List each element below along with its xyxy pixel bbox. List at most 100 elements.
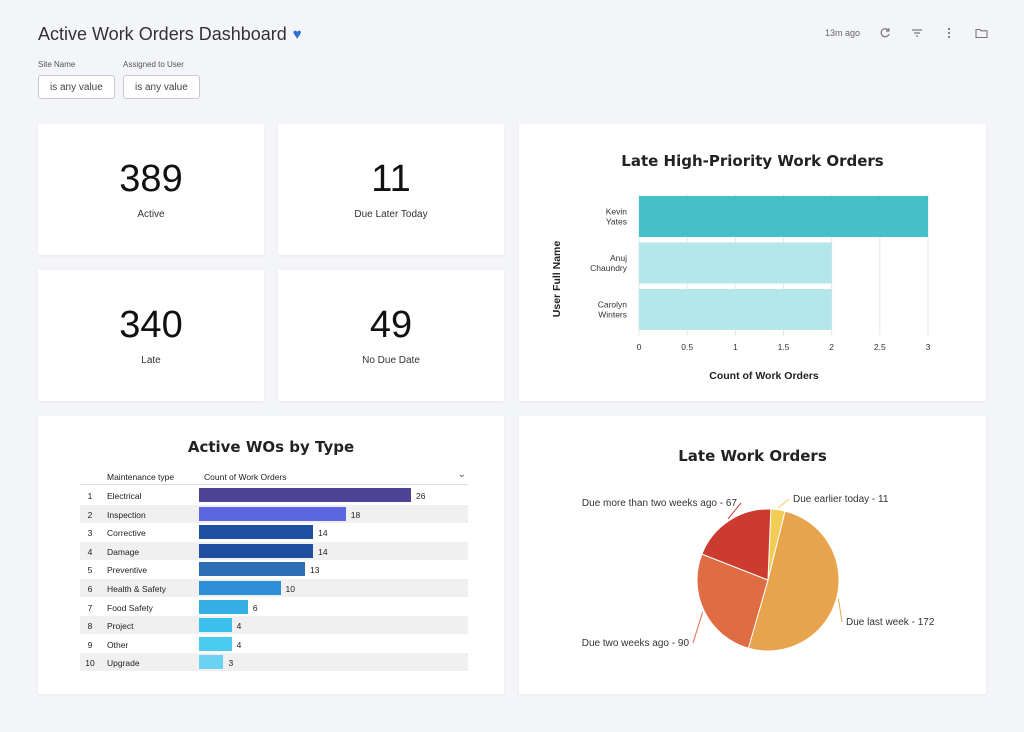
row-rank: 8 xyxy=(87,621,93,632)
kpi-card-active[interactable]: 389 Active xyxy=(38,124,264,255)
bar[interactable] xyxy=(639,242,832,284)
pie-label: Due two weeks ago - 90 xyxy=(582,638,690,649)
row-value: 10 xyxy=(285,584,295,594)
pie-leader-line xyxy=(777,498,790,509)
late-high-priority-card: Late High-Priority Work Orders Kevin Yate… xyxy=(519,124,986,401)
pie-slice[interactable] xyxy=(701,508,772,581)
row-value: 14 xyxy=(318,528,328,539)
kpi-card-no-due-date[interactable]: 49 No Due Date xyxy=(278,270,504,401)
bar[interactable] xyxy=(639,289,832,330)
table-row[interactable]: 3 Corrective 14 xyxy=(80,523,468,541)
y-tick-label: Carolyn Winters xyxy=(598,300,628,320)
x-tick-label: 0.5 xyxy=(681,342,693,352)
row-type: Damage xyxy=(107,546,140,557)
folder-icon[interactable] xyxy=(974,26,988,40)
table-row[interactable]: 5 Preventive 13 xyxy=(80,560,468,578)
row-value: 13 xyxy=(310,565,320,576)
late-work-orders-card: Late Work Orders Due earlier today - 11 D… xyxy=(519,416,986,694)
row-value: 14 xyxy=(318,546,328,557)
assigned-user-filter[interactable]: is any value xyxy=(123,75,200,99)
pie-leader-line xyxy=(692,612,704,644)
filter-icon[interactable] xyxy=(910,26,924,40)
chevron-down-icon[interactable]: ⌄ xyxy=(457,469,466,480)
row-bar xyxy=(199,562,305,577)
row-bar xyxy=(199,506,346,521)
row-value: 26 xyxy=(416,491,426,501)
kpi-label: No Due Date xyxy=(362,355,420,366)
x-tick-label: 2.5 xyxy=(874,342,886,352)
y-tick-label: Anuj Chaundry xyxy=(590,253,628,273)
pie-label: Due more than two weeks ago - 67 xyxy=(582,498,738,509)
filter-assigned-user: Assigned to User is any value xyxy=(123,60,200,99)
row-type: Food Safety xyxy=(107,602,153,613)
pie-slice[interactable] xyxy=(747,510,840,652)
row-rank: 1 xyxy=(87,491,93,501)
row-value: 18 xyxy=(350,509,361,520)
table-row[interactable]: 8 Project 4 xyxy=(80,616,468,635)
more-vertical-icon[interactable] xyxy=(942,26,956,40)
row-bar xyxy=(199,543,314,558)
row-type: Other xyxy=(107,639,129,650)
table-row[interactable]: 1 Electrical 26 xyxy=(80,486,468,504)
late-high-priority-chart: Kevin Yates Anuj Chaundry Carolyn Winters 0 0.… xyxy=(551,194,931,382)
filter-label: Assigned to User xyxy=(123,60,184,69)
chart-title: Active WOs by Type xyxy=(187,438,355,456)
kpi-value: 340 xyxy=(119,304,183,346)
row-value: 6 xyxy=(252,602,258,613)
row-type: Preventive xyxy=(107,565,148,576)
table-row[interactable]: 6 Health & Safety 10 xyxy=(80,579,468,597)
table-header: Maintenance type Count of Work Orders ⌄ xyxy=(80,469,468,485)
column-header-count[interactable]: Count of Work Orders xyxy=(204,472,287,482)
site-name-filter[interactable]: is any value xyxy=(38,75,115,99)
x-tick-label: 1 xyxy=(733,342,738,352)
filter-label: Site Name xyxy=(38,60,76,69)
y-axis-label: User Full Name xyxy=(551,241,563,318)
row-rank: 6 xyxy=(87,584,93,594)
refresh-icon[interactable] xyxy=(878,26,892,40)
row-bar xyxy=(199,636,232,651)
row-rank: 2 xyxy=(87,509,93,520)
row-bar xyxy=(199,599,248,614)
row-type: Electrical xyxy=(107,491,142,501)
late-work-orders-pie: Due earlier today - 11 Due last week - 17… xyxy=(582,494,935,652)
row-bar xyxy=(199,581,281,595)
row-bar xyxy=(199,488,411,502)
row-type: Inspection xyxy=(107,509,146,520)
page-title-row: Active Work Orders Dashboard ♥ xyxy=(38,24,302,45)
x-tick-label: 3 xyxy=(926,342,931,352)
row-bar xyxy=(199,655,224,670)
row-rank: 3 xyxy=(87,528,93,539)
kpi-label: Active xyxy=(137,209,165,220)
table-row[interactable]: 4 Damage 14 xyxy=(80,541,468,560)
heart-icon[interactable]: ♥ xyxy=(292,26,302,43)
row-type: Health & Safety xyxy=(107,584,167,594)
row-rank: 4 xyxy=(87,546,93,557)
row-value: 4 xyxy=(236,639,242,650)
chart-title: Late Work Orders xyxy=(678,447,827,465)
kpi-value: 11 xyxy=(371,158,411,200)
table-row[interactable]: 7 Food Safety 6 xyxy=(80,598,468,616)
chart-title: Late High-Priority Work Orders xyxy=(621,152,884,170)
filter-site-name: Site Name is any value xyxy=(38,60,115,99)
bar[interactable] xyxy=(639,196,928,237)
kpi-card-late[interactable]: 340 Late xyxy=(38,270,264,401)
pie-leader-line xyxy=(727,502,742,520)
table-row[interactable]: 9 Other 4 xyxy=(80,635,468,653)
table-row[interactable]: 2 Inspection 18 xyxy=(80,504,468,523)
column-header-type[interactable]: Maintenance type xyxy=(107,472,175,482)
row-type: Project xyxy=(107,621,134,632)
pie-slice[interactable] xyxy=(696,553,769,649)
kpi-value: 49 xyxy=(369,304,413,346)
row-bar xyxy=(199,525,314,540)
table-row[interactable]: 10 Upgrade 3 xyxy=(80,653,468,672)
kpi-card-due-later-today[interactable]: 11 Due Later Today xyxy=(278,124,504,255)
x-axis-label: Count of Work Orders xyxy=(709,370,819,382)
x-tick-label: 0 xyxy=(637,342,642,352)
kpi-label: Late xyxy=(141,355,161,366)
row-value: 3 xyxy=(228,658,234,669)
row-value: 4 xyxy=(236,621,242,632)
row-rank: 7 xyxy=(87,602,93,613)
row-rank: 5 xyxy=(87,565,93,576)
kpi-label: Due Later Today xyxy=(354,209,428,220)
last-updated: 13m ago xyxy=(824,28,860,38)
